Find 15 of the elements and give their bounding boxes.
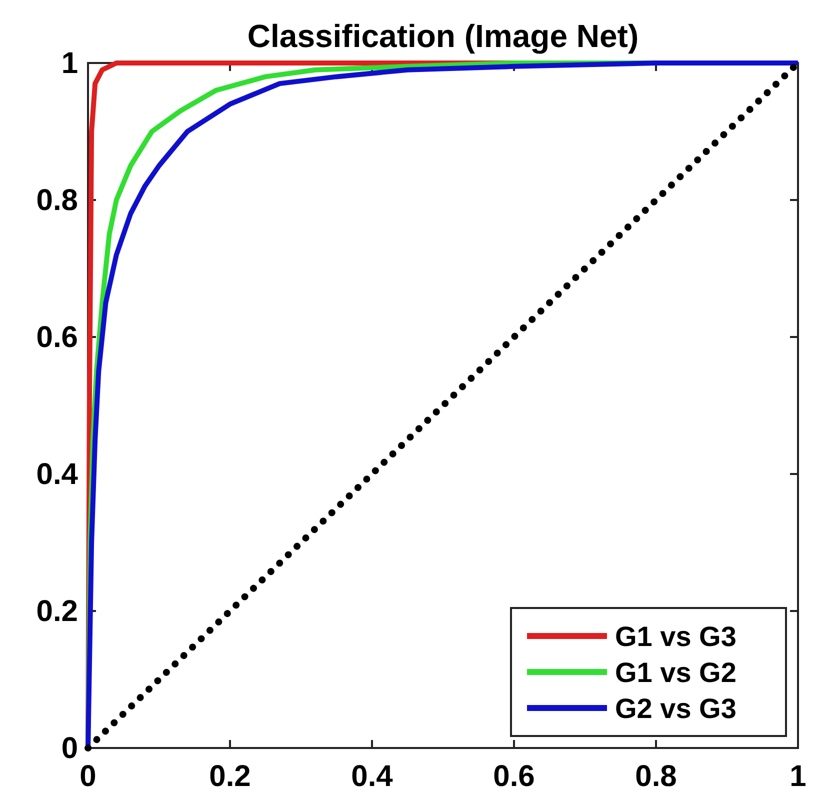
y-tick-label: 0.4 [36, 458, 78, 491]
x-tick-label: 1 [790, 760, 806, 793]
y-tick-label: 0 [61, 732, 78, 765]
x-tick-label: 0.4 [351, 760, 394, 793]
y-tick-label: 1 [61, 47, 78, 80]
x-tick-label: 0.8 [635, 760, 677, 793]
legend-label: G1 vs G3 [615, 621, 736, 652]
x-tick-label: 0.2 [209, 760, 251, 793]
x-tick-label: 0.6 [493, 760, 535, 793]
y-tick-label: 0.6 [36, 321, 78, 354]
legend-label: G1 vs G2 [615, 657, 736, 688]
chart-title: Classification (Image Net) [247, 18, 639, 54]
legend-label: G2 vs G3 [615, 693, 736, 724]
y-tick-label: 0.2 [36, 595, 78, 628]
y-tick-label: 0.8 [36, 184, 78, 217]
